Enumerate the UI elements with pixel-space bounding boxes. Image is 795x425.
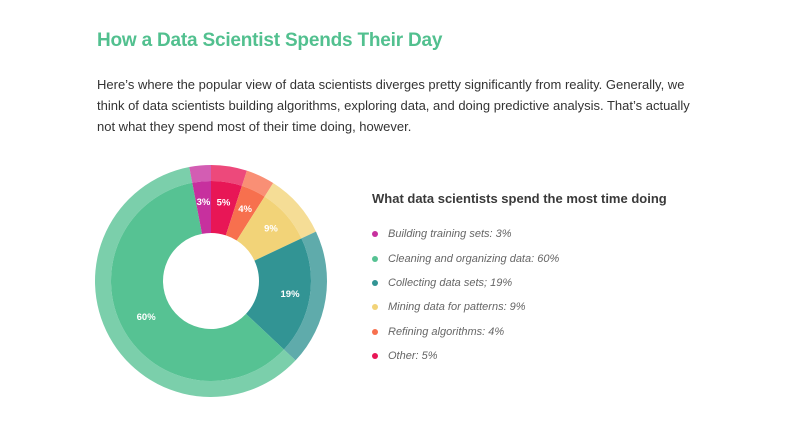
slice-refining-algorithms (225, 185, 265, 241)
legend-item-building-training-sets: Building training sets: 3% (372, 222, 559, 246)
legend-dot-icon (372, 255, 378, 262)
legend-label: Cleaning and organizing data: 60% (388, 252, 560, 265)
legend-dot-icon (372, 231, 378, 238)
legend-item-collecting-data-sets: Collecting data sets; 19% (372, 271, 559, 295)
slice-outer-collecting-data-sets (283, 231, 327, 361)
data-label-building-training-sets: 3% (197, 197, 211, 208)
legend-label: Refining algorithms: 4% (388, 325, 505, 338)
slice-outer-cleaning-and-organizing-data (95, 167, 296, 397)
data-label-other: 5% (217, 197, 231, 208)
donut-chart: 5% 4% 9% 19% 60% 3% (95, 165, 327, 397)
legend-item-cleaning-and-organizing-data: Cleaning and organizing data: 60% (372, 246, 559, 270)
slice-outer-refining-algorithms (241, 170, 274, 197)
slice-cleaning-and-organizing-data (111, 182, 284, 382)
slice-building-training-sets (192, 181, 211, 234)
legend-dot-icon (372, 328, 378, 335)
legend: Building training sets: 3% Cleaning and o… (372, 222, 559, 368)
slice-collecting-data-sets (245, 238, 311, 350)
legend-label: Other: 5% (388, 350, 438, 363)
legend-item-refining-algorithms: Refining algorithms: 4% (372, 320, 559, 344)
data-label-mining-data-for-patterns: 9% (264, 224, 278, 235)
slice-mining-data-for-patterns (236, 196, 302, 261)
slice-outer-mining-data-for-patterns (264, 183, 316, 239)
data-label-cleaning-and-organizing-data: 60% (137, 312, 157, 323)
legend-label: Collecting data sets; 19% (388, 276, 513, 289)
slice-other (211, 181, 242, 236)
legend-dot-icon (372, 353, 378, 360)
data-label-collecting-data-sets: 19% (281, 289, 301, 300)
legend-label: Mining data for patterns: 9% (388, 301, 526, 314)
data-label-refining-algorithms: 4% (238, 204, 252, 215)
legend-item-mining-data-for-patterns: Mining data for patterns: 9% (372, 295, 559, 319)
legend-label: Building training sets: 3% (388, 228, 512, 241)
intro-paragraph: Here’s where the popular view of data sc… (97, 77, 690, 134)
legend-title: What data scientists spend the most time… (372, 191, 667, 206)
slice-outer-building-training-sets (189, 165, 211, 183)
slice-outer-other (211, 165, 247, 186)
legend-dot-icon (372, 279, 378, 286)
page-title: How a Data Scientist Spends Their Day (97, 30, 443, 51)
legend-item-other: Other: 5% (372, 344, 559, 368)
legend-dot-icon (372, 304, 378, 311)
